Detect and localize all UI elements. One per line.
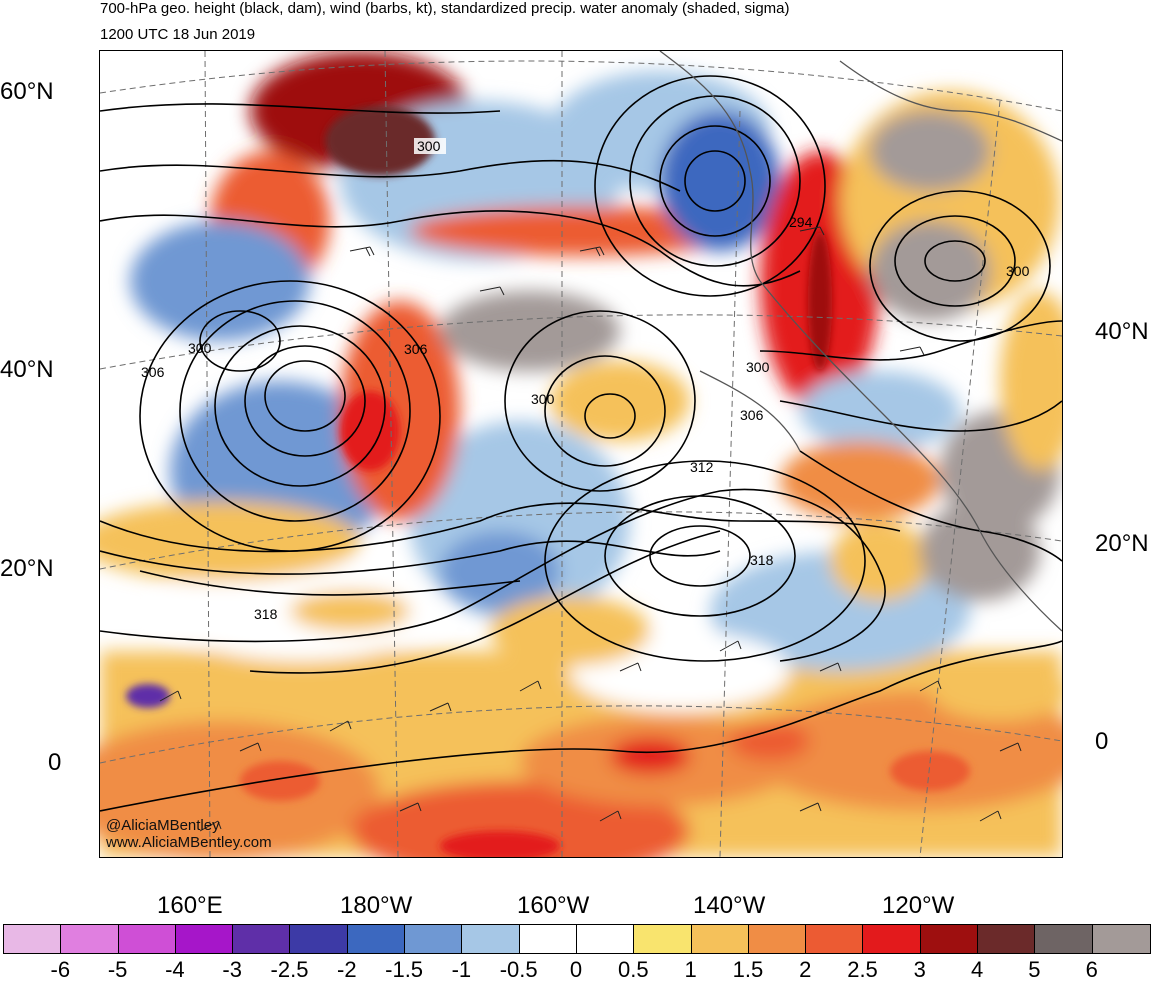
map-panel: 300 294 300 306 300 306 300 306 300 312 … — [99, 50, 1063, 858]
colorbar-cell — [519, 925, 577, 953]
contour-label-300: 300 — [1006, 263, 1030, 279]
contour-labels: 300 294 300 306 300 306 300 306 300 312 … — [141, 138, 1030, 622]
coastlines — [659, 51, 1062, 632]
colorbar-cell — [118, 925, 176, 953]
colorbar-tick-label: 0 — [569, 957, 583, 982]
lat-label-left-0: 0 — [48, 749, 62, 776]
map-valid-time: 1200 UTC 18 Jun 2019 — [100, 26, 256, 43]
lat-label-left-20n: 20°N — [0, 555, 54, 582]
lon-label-120w: 120°W — [882, 892, 955, 919]
colorbar-cell — [748, 925, 807, 953]
precip-water-anomaly-shading — [100, 51, 1062, 857]
contour-label-306: 306 — [141, 364, 165, 380]
colorbar-tick-label: -2.5 — [270, 957, 309, 982]
colorbar-tick-label: 2 — [799, 957, 812, 982]
colorbar-cell — [691, 925, 749, 953]
colorbar-tick-label: 2.5 — [847, 957, 878, 982]
colorbar-tick-label: -5 — [107, 957, 128, 982]
colorbar-tick-label: 4 — [970, 957, 984, 982]
colorbar-cell — [863, 925, 921, 953]
contour-label-300: 300 — [746, 359, 770, 375]
colorbar-tick-label: -3 — [222, 957, 242, 982]
lat-label-right-0: 0 — [1095, 728, 1109, 755]
colorbar-cell — [806, 925, 864, 953]
lon-label-160e: 160°E — [157, 892, 223, 919]
colorbar-cell — [4, 925, 62, 953]
colorbar-cell — [1035, 925, 1093, 953]
lon-label-140w: 140°W — [693, 892, 766, 919]
wind-barbs — [159, 226, 1022, 832]
colorbar-tick-label: 1 — [684, 957, 697, 982]
contour-label-300: 300 — [417, 138, 441, 154]
credit-twitter: @AliciaMBentley — [106, 817, 220, 834]
colorbar-tick-label: -6 — [50, 957, 71, 982]
lat-label-right-20n: 20°N — [1095, 530, 1149, 557]
colorbar-cell — [920, 925, 979, 953]
colorbar-tick-label: 5 — [1028, 957, 1041, 982]
credit-website: www.AliciaMBentley.com — [106, 834, 272, 851]
colorbar-tick-label: -0.5 — [499, 957, 538, 982]
height-contours — [100, 75, 1062, 812]
contour-label-306: 306 — [740, 407, 764, 423]
contour-label-300: 300 — [531, 391, 555, 407]
colorbar-tick-label: 1.5 — [732, 957, 764, 982]
map-canvas: 300 294 300 306 300 306 300 306 300 312 … — [100, 51, 1062, 857]
colorbar-cell — [462, 925, 520, 953]
colorbar — [3, 924, 1151, 954]
lat-label-right-40n: 40°N — [1095, 318, 1149, 345]
contour-label-306: 306 — [404, 341, 428, 357]
colorbar-tick-label: 6 — [1085, 957, 1098, 982]
colorbar-cell — [1092, 925, 1150, 953]
colorbar-tick-label: -1.5 — [385, 957, 424, 982]
colorbar-tick-label: 3 — [913, 957, 926, 982]
colorbar-cell — [233, 925, 291, 953]
lon-label-160w: 160°W — [517, 892, 590, 919]
colorbar-tick-label: -1 — [451, 957, 472, 982]
colorbar-cell — [405, 925, 463, 953]
colorbar-cell — [978, 925, 1036, 953]
colorbar-tick-label: -4 — [165, 957, 185, 982]
graticule — [100, 51, 1062, 857]
colorbar-cell — [347, 925, 406, 953]
lat-label-left-40n: 40°N — [0, 356, 54, 383]
contour-label-312: 312 — [690, 459, 714, 475]
lat-label-left-60n: 60°N — [0, 78, 54, 105]
colorbar-tick-label: -2 — [337, 957, 357, 982]
contour-label-294: 294 — [789, 214, 813, 230]
lon-label-180w: 180°W — [340, 892, 413, 919]
colorbar-cell — [576, 925, 635, 953]
colorbar-cell — [175, 925, 234, 953]
contour-label-318: 318 — [254, 606, 278, 622]
contour-label-300: 300 — [188, 340, 212, 356]
colorbar-cell — [61, 925, 119, 953]
map-title: 700-hPa geo. height (black, dam), wind (… — [100, 0, 790, 17]
colorbar-cell — [290, 925, 348, 953]
contour-label-318: 318 — [750, 552, 774, 568]
colorbar-cell — [634, 925, 692, 953]
colorbar-tick-label: 0.5 — [618, 957, 649, 982]
